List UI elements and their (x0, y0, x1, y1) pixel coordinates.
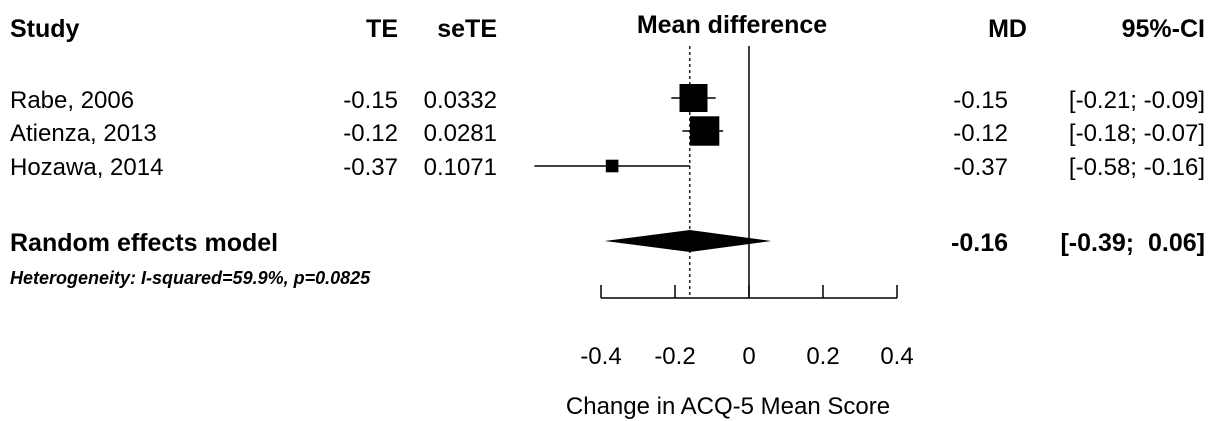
study-te: -0.15 (343, 87, 398, 114)
study-ci: [-0.58; -0.16] (1069, 154, 1205, 181)
study-sete: 0.0281 (424, 120, 497, 147)
x-tick-label: 0.2 (806, 343, 839, 370)
pooled-ci: [-0.39; 0.06] (1060, 229, 1205, 257)
heterogeneity-text: Heterogeneity: I-squared=59.9%, p=0.0825 (10, 268, 371, 288)
study-ci: [-0.21; -0.09] (1069, 87, 1205, 114)
study-row-2: Atienza, 2013 -0.12 0.0281 -0.12 [-0.18;… (10, 120, 1205, 147)
effect-square (689, 116, 720, 146)
study-label: Atienza, 2013 (10, 120, 157, 147)
x-tick-label: 0.4 (880, 343, 913, 370)
pooled-label: Random effects model (10, 229, 278, 257)
study-md: -0.12 (953, 120, 1008, 147)
effect-square (605, 159, 619, 173)
study-sete: 0.1071 (424, 154, 497, 181)
header-sete: seTE (437, 15, 497, 43)
pooled-diamond (604, 230, 772, 252)
header-md: MD (988, 15, 1027, 43)
x-tick-label: -0.4 (580, 343, 621, 370)
header-ci: 95%-CI (1122, 15, 1205, 43)
study-te: -0.12 (343, 120, 398, 147)
x-tick-label: 0 (742, 343, 755, 370)
header-study: Study (10, 15, 80, 43)
study-ci: [-0.18; -0.07] (1069, 120, 1205, 147)
effect-square (679, 84, 708, 112)
study-row-3: Hozawa, 2014 -0.37 0.1071 -0.37 [-0.58; … (10, 154, 1205, 181)
study-row-1: Rabe, 2006 -0.15 0.0332 -0.15 [-0.21; -0… (10, 87, 1205, 114)
x-tick-label: -0.2 (654, 343, 695, 370)
plot-area: -0.4 -0.2 0 0.2 0.4 (534, 46, 914, 370)
study-label: Rabe, 2006 (10, 87, 134, 114)
header-mean-difference: Mean difference (637, 11, 827, 39)
x-axis-label: Change in ACQ-5 Mean Score (566, 393, 890, 420)
study-te: -0.37 (343, 154, 398, 181)
study-md: -0.37 (953, 154, 1008, 181)
pooled-md: -0.16 (951, 229, 1008, 257)
study-md: -0.15 (953, 87, 1008, 114)
header-te: TE (366, 15, 398, 43)
study-sete: 0.0332 (424, 87, 497, 114)
study-label: Hozawa, 2014 (10, 154, 163, 181)
